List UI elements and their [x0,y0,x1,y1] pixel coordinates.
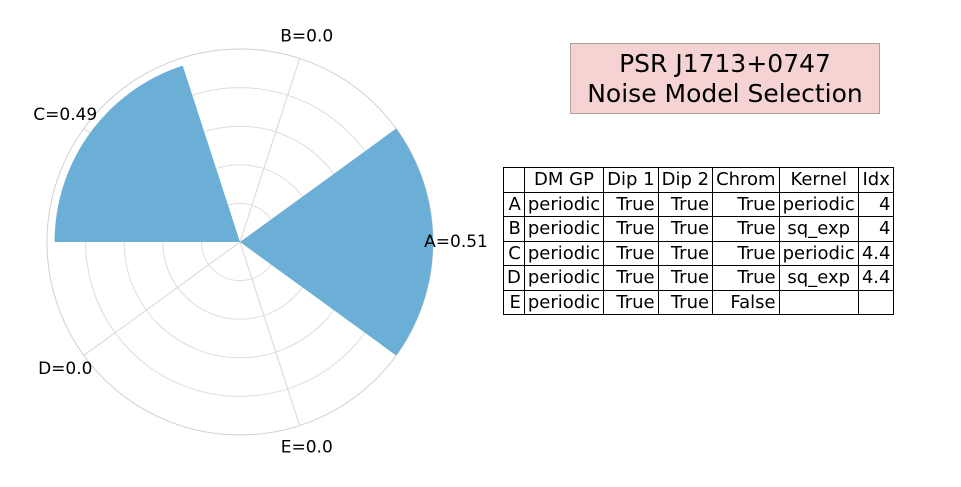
cell-idx: 4 [857,216,895,242]
table-row: C periodic True True True periodic 4.4 [503,240,895,266]
cell-chrom: True [712,240,780,266]
cell-chrom: True [712,191,780,217]
cell-dm-gp: periodic [523,240,605,266]
chart-title-box: PSR J1713+0747 Noise Model Selection [570,43,880,114]
category-label-A: A=0.51 [424,232,488,252]
header-dip-2: Dip 2 [657,167,714,193]
category-labels: A=0.51 B=0.0 C=0.49 D=0.0 E=0.0 [33,27,488,458]
cell-kernel: periodic [778,240,859,266]
title-line-2: Noise Model Selection [587,78,863,108]
grid-spoke [83,241,241,356]
header-dip-1: Dip 1 [603,167,659,193]
cell-kernel [778,289,859,315]
table-row: B periodic True True True sq_exp 4 [503,216,895,242]
row-label: B [503,216,525,242]
cell-dip-1: True [603,240,659,266]
cell-dip-2: True [657,191,714,217]
title-line-1: PSR J1713+0747 [619,48,831,78]
cell-dm-gp: periodic [523,216,605,242]
category-label-B: B=0.0 [280,27,333,47]
cell-idx: 4.4 [857,240,895,266]
table-row: A periodic True True True periodic 4 [503,191,895,217]
noise-model-table: DM GP Dip 1 Dip 2 Chrom Kernel Idx A per… [503,167,895,315]
header-dm-gp: DM GP [523,167,605,193]
header-corner [503,167,525,193]
polar-bar-C [54,65,240,242]
cell-kernel: sq_exp [778,216,859,242]
cell-dip-2: True [657,216,714,242]
cell-chrom: True [712,265,780,291]
header-chrom: Chrom [712,167,780,193]
cell-dip-1: True [603,265,659,291]
cell-dm-gp: periodic [523,289,605,315]
cell-dip-2: True [657,240,714,266]
category-label-C: C=0.49 [33,105,97,125]
cell-dip-1: True [603,191,659,217]
table-row: D periodic True True True sq_exp 4.4 [503,265,895,291]
table-header-row: DM GP Dip 1 Dip 2 Chrom Kernel Idx [503,167,895,193]
cell-dip-2: True [657,265,714,291]
cell-chrom: True [712,216,780,242]
row-label: D [503,265,525,291]
polar-bar-chart: A=0.51 B=0.0 C=0.49 D=0.0 E=0.0 [33,27,488,458]
cell-dip-2: True [657,289,714,315]
cell-idx: 4 [857,191,895,217]
grid-spoke [239,241,301,426]
row-label: C [503,240,525,266]
category-label-E: E=0.0 [281,437,333,457]
cell-kernel: periodic [778,191,859,217]
category-label-D: D=0.0 [38,359,92,379]
grid-spoke [239,58,301,243]
table-row: E periodic True True False [503,289,895,315]
cell-dm-gp: periodic [523,191,605,217]
cell-chrom: False [712,289,780,315]
polar-bar-A [240,128,433,356]
cell-dm-gp: periodic [523,265,605,291]
cell-idx: 4.4 [857,265,895,291]
cell-kernel: sq_exp [778,265,859,291]
row-label: A [503,191,525,217]
cell-dip-1: True [603,216,659,242]
header-kernel: Kernel [778,167,859,193]
header-idx: Idx [857,167,895,193]
cell-dip-1: True [603,289,659,315]
cell-idx [857,289,895,315]
row-label: E [503,289,525,315]
polar-bars [54,65,433,356]
